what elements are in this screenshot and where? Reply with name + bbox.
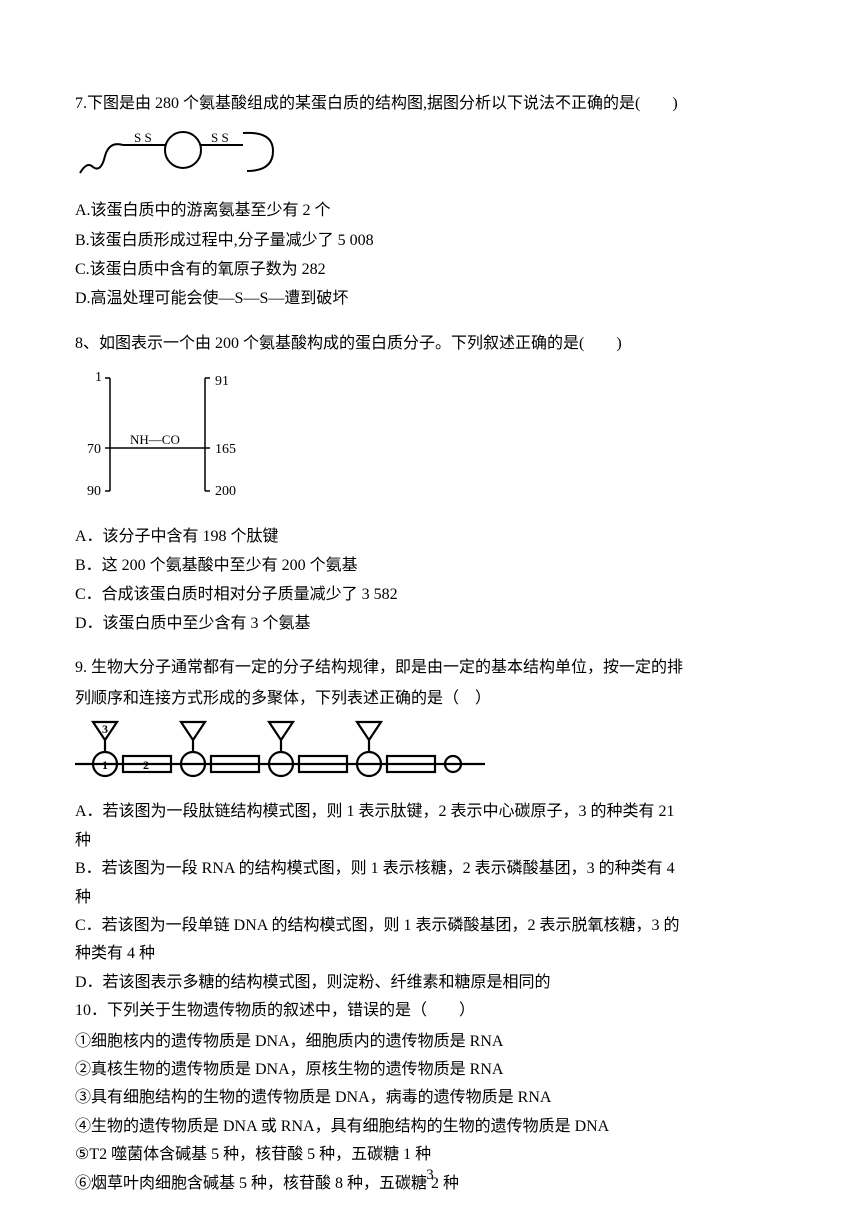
q8-label-tr: 91 xyxy=(215,374,229,389)
q8-figure: 1 91 70 NH—CO 165 90 200 xyxy=(75,363,785,512)
q10-s3: ③具有细胞结构的生物的遗传物质是 DNA，病毒的遗传物质是 RNA xyxy=(75,1085,785,1111)
q9-label-3: 3 xyxy=(102,722,108,736)
q7-stem: 7.下图是由 280 个氨基酸组成的某蛋白质的结构图,据图分析以下说法不正确的是… xyxy=(75,90,785,117)
q8-optD: D．该蛋白质中至少含有 3 个氨基 xyxy=(75,610,785,637)
page-number: 3 xyxy=(0,1163,860,1189)
q8-label-tl: 1 xyxy=(95,370,102,385)
question-8: 8、如图表示一个由 200 个氨基酸构成的蛋白质分子。下列叙述正确的是( ) 1 xyxy=(75,330,785,637)
q8-optA: A．该分子中含有 198 个肽键 xyxy=(75,523,785,550)
q9-figure: 1 2 3 xyxy=(75,718,785,789)
q8-label-bond: NH—CO xyxy=(130,432,180,447)
q9-optC1: C．若该图为一段单链 DNA 的结构模式图，则 1 表示磷酸基团，2 表示脱氧核… xyxy=(75,913,785,939)
q10-s4: ④生物的遗传物质是 DNA 或 RNA，具有细胞结构的生物的遗传物质是 DNA xyxy=(75,1114,785,1140)
q7-optA: A.该蛋白质中的游离氨基至少有 2 个 xyxy=(75,197,785,224)
q8-label-bl: 90 xyxy=(87,484,101,499)
q9-label-2: 2 xyxy=(143,758,149,772)
q9-stem2: 列顺序和连接方式形成的多聚体，下列表述正确的是（ ） xyxy=(75,686,785,712)
q8-stem: 8、如图表示一个由 200 个氨基酸构成的蛋白质分子。下列叙述正确的是( ) xyxy=(75,330,785,357)
question-7: 7.下图是由 280 个氨基酸组成的某蛋白质的结构图,据图分析以下说法不正确的是… xyxy=(75,90,785,312)
q9-optB1: B．若该图为一段 RNA 的结构模式图，则 1 表示核糖，2 表示磷酸基团，3 … xyxy=(75,856,785,882)
q8-optB: B．这 200 个氨基酸中至少有 200 个氨基 xyxy=(75,552,785,579)
q9-optA1: A．若该图为一段肽链结构模式图，则 1 表示肽键，2 表示中心碳原子，3 的种类… xyxy=(75,799,785,825)
q9-label-1: 1 xyxy=(102,758,108,772)
q7-optB: B.该蛋白质形成过程中,分子量减少了 5 008 xyxy=(75,227,785,254)
q10-s1: ①细胞核内的遗传物质是 DNA，细胞质内的遗传物质是 RNA xyxy=(75,1029,785,1055)
q7-figure: S S S S xyxy=(75,123,785,187)
question-9: 9. 生物大分子通常都有一定的分子结构规律，即是由一定的基本结构单位，按一定的排… xyxy=(75,655,785,996)
q9-optB2: 种 xyxy=(75,885,785,911)
q8-label-ml: 70 xyxy=(87,442,101,457)
q7-optD: D.高温处理可能会使—S—S—遭到破坏 xyxy=(75,285,785,312)
q7-optC: C.该蛋白质中含有的氧原子数为 282 xyxy=(75,256,785,283)
q9-optD: D．若该图表示多糖的结构模式图，则淀粉、纤维素和糖原是相同的 xyxy=(75,970,785,996)
q9-optC2: 种类有 4 种 xyxy=(75,941,785,967)
q7-ss2: S S xyxy=(211,130,229,145)
q8-label-mr: 165 xyxy=(215,442,236,457)
q9-optA2: 种 xyxy=(75,828,785,854)
q8-label-br: 200 xyxy=(215,484,236,499)
q10-stem: 10．下列关于生物遗传物质的叙述中，错误的是（ ） xyxy=(75,998,785,1024)
q9-stem1: 9. 生物大分子通常都有一定的分子结构规律，即是由一定的基本结构单位，按一定的排 xyxy=(75,655,785,681)
q10-s2: ②真核生物的遗传物质是 DNA，原核生物的遗传物质是 RNA xyxy=(75,1057,785,1083)
q7-ss1: S S xyxy=(134,130,152,145)
q8-optC: C．合成该蛋白质时相对分子质量减少了 3 582 xyxy=(75,581,785,608)
